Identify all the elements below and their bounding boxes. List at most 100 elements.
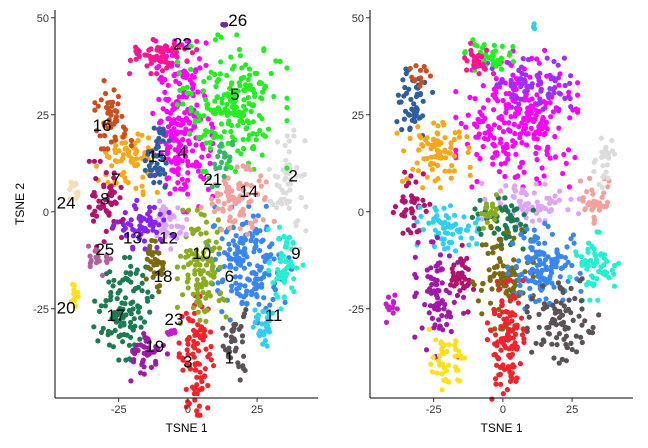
data-point <box>185 162 191 168</box>
data-point <box>209 201 215 207</box>
data-point <box>283 242 289 248</box>
data-point <box>191 256 197 263</box>
data-point <box>400 77 406 83</box>
data-point <box>162 171 168 177</box>
data-point <box>211 363 217 369</box>
data-point <box>185 261 191 267</box>
data-point <box>488 223 494 230</box>
data-point <box>71 287 77 293</box>
data-point <box>450 231 456 237</box>
data-point <box>506 320 512 326</box>
data-point <box>491 107 497 113</box>
data-point <box>96 308 103 314</box>
data-point <box>586 200 592 206</box>
data-point <box>480 105 487 111</box>
cluster-label-22: 22 <box>173 34 192 53</box>
data-point <box>221 150 227 156</box>
data-point <box>185 253 191 259</box>
data-point <box>227 225 233 231</box>
data-point <box>214 94 220 100</box>
data-point <box>242 82 249 88</box>
data-point <box>103 208 110 214</box>
data-point <box>221 173 227 179</box>
data-point <box>131 316 137 322</box>
data-point <box>189 148 196 154</box>
data-point <box>467 172 473 178</box>
data-point <box>267 244 273 250</box>
data-point <box>181 264 187 270</box>
data-point <box>573 349 580 355</box>
data-point <box>485 97 491 103</box>
data-point <box>494 362 500 368</box>
data-point <box>284 105 290 111</box>
data-point <box>592 157 599 163</box>
x-axis-title: TSNE 1 <box>480 421 522 435</box>
data-point <box>437 252 443 258</box>
data-point <box>512 111 519 117</box>
data-point <box>133 206 139 212</box>
data-point <box>159 68 166 74</box>
cluster-label-11: 11 <box>265 306 283 325</box>
data-point <box>258 173 264 179</box>
cluster-group-2 <box>484 55 574 112</box>
data-point <box>545 254 551 260</box>
data-point <box>255 191 261 197</box>
data-point <box>118 158 124 164</box>
data-point <box>207 145 213 151</box>
data-point <box>542 47 548 54</box>
data-point <box>106 279 112 285</box>
data-point <box>259 116 265 122</box>
data-point <box>491 143 498 149</box>
data-point <box>287 181 294 187</box>
data-point <box>122 126 128 133</box>
data-point <box>155 144 161 150</box>
data-point <box>252 307 258 313</box>
data-point <box>266 326 272 332</box>
data-point <box>151 270 157 276</box>
data-point <box>512 82 518 88</box>
data-point <box>131 357 137 363</box>
data-point <box>234 164 240 170</box>
data-point <box>484 47 490 53</box>
data-point <box>175 180 181 186</box>
data-point <box>274 139 281 145</box>
data-point <box>286 205 292 211</box>
data-point <box>165 96 172 102</box>
data-point <box>479 180 485 186</box>
data-point <box>448 282 454 288</box>
data-point <box>557 71 563 77</box>
data-point <box>113 114 119 120</box>
data-point <box>473 220 479 226</box>
cluster-label-13: 13 <box>123 228 142 247</box>
data-point <box>413 290 419 296</box>
data-point <box>256 178 262 184</box>
data-point <box>408 230 414 236</box>
data-point <box>434 213 440 219</box>
data-point <box>412 254 418 260</box>
data-point <box>492 271 498 277</box>
data-point <box>188 91 195 97</box>
data-point <box>556 331 563 337</box>
data-point <box>229 142 236 148</box>
data-point <box>415 124 421 130</box>
data-point <box>432 227 438 233</box>
data-point <box>264 319 270 325</box>
data-point <box>149 222 155 228</box>
data-point <box>241 74 247 80</box>
data-point <box>105 125 111 131</box>
data-point <box>71 291 77 297</box>
data-point <box>442 135 448 141</box>
data-point <box>504 316 510 322</box>
data-point <box>534 108 540 114</box>
data-point <box>235 148 241 154</box>
data-point <box>73 182 79 188</box>
data-point <box>111 175 117 181</box>
data-point <box>210 263 216 270</box>
data-point <box>152 165 158 171</box>
data-point <box>218 121 224 127</box>
data-point <box>571 240 577 246</box>
data-point <box>428 275 434 281</box>
data-point <box>154 161 160 167</box>
data-point <box>579 276 585 282</box>
cluster-label-8: 8 <box>100 190 109 209</box>
